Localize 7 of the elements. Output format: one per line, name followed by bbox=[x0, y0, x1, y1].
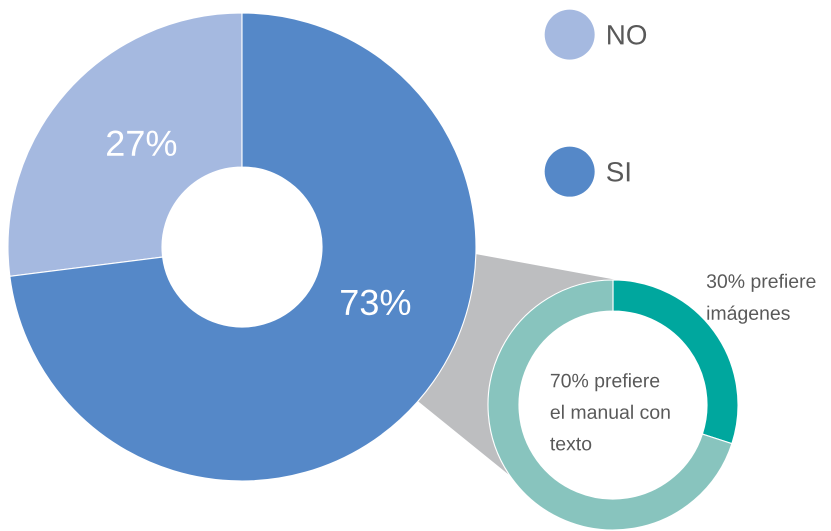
data-label: 73% bbox=[341, 290, 410, 316]
legend-label: SI bbox=[607, 162, 630, 182]
donut-slice bbox=[9, 12, 477, 482]
data-label: 30% prefiere imágenes bbox=[706, 274, 816, 324]
data-label: 70% prefiere el manual con texto bbox=[550, 373, 670, 450]
legend-label: NO bbox=[608, 24, 646, 45]
data-label: 27% bbox=[107, 130, 176, 156]
